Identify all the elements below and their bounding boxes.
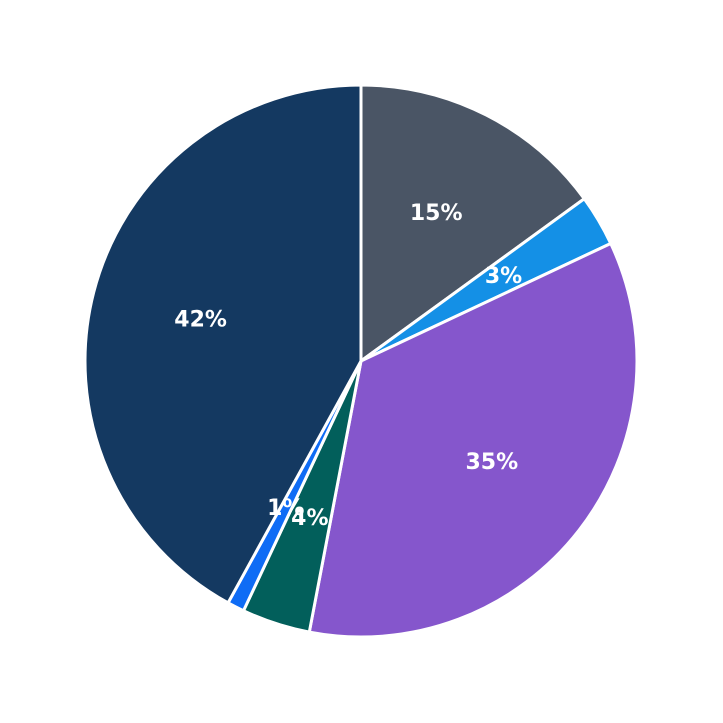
slice-percent-label: 1% (267, 496, 304, 521)
slice-percent-label: 15% (410, 201, 463, 226)
slice-percent-label: 42% (174, 307, 227, 332)
pie-slices (83, 83, 639, 639)
pie-slice (307, 241, 639, 639)
slice-percent-label: 35% (466, 450, 519, 475)
slice-percent-label: 3% (485, 264, 522, 289)
pie-labels: 15% 3% 35% 4%1% 42% (174, 201, 522, 531)
slice-percent-label: 4% (291, 506, 328, 531)
pie-slice (83, 83, 363, 605)
pie-slice (359, 83, 586, 363)
